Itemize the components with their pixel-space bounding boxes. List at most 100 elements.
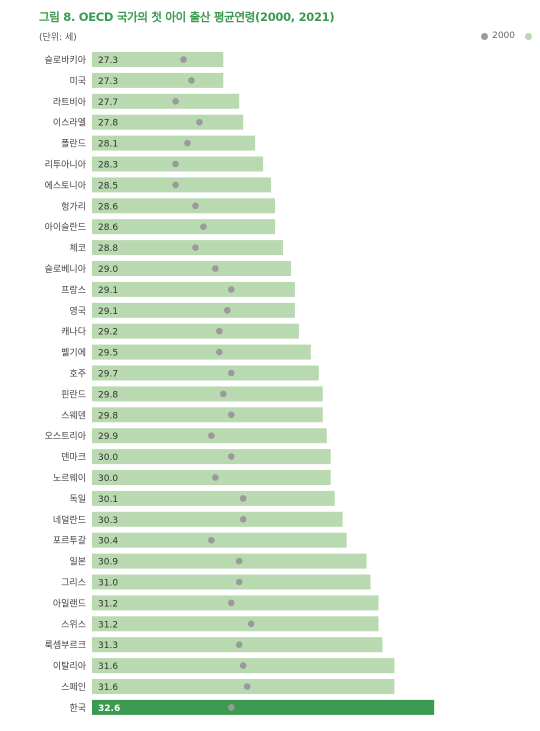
bar-2 [92,93,240,109]
category-label-23: 포르투갈 [53,536,86,547]
value-label-5: 28.3 [98,161,118,171]
dot-2000-9 [192,244,199,251]
bar-24 [92,553,367,569]
legend: 2000 [481,31,536,41]
category-label-27: 스위스 [61,619,86,630]
category-label-18: 오스트리아 [45,431,87,442]
value-label-1: 27.3 [98,77,118,87]
value-label-29: 31.6 [98,662,118,672]
dot-2000-31 [227,704,235,711]
bar-0 [92,52,224,67]
value-label-18: 29.9 [98,432,118,442]
bar-20 [92,470,331,485]
dot-2000-14 [216,348,223,356]
value-label-31: 32.6 [98,704,120,714]
category-label-8: 아이슬란드 [45,221,86,233]
bar-15 [92,365,319,381]
dot-2000-17 [227,411,235,419]
dot-2000-0 [180,56,187,63]
category-label-4: 폴란드 [61,138,86,150]
value-label-22: 30.3 [98,516,118,526]
category-label-9: 체코 [69,243,86,254]
bar-19 [92,449,331,465]
category-label-13: 캐나다 [61,327,87,338]
bar-3 [92,114,244,130]
dot-2000-22 [239,516,247,523]
dot-2000-27 [247,620,255,628]
dot-2000-28 [235,641,243,648]
dot-2000-16 [220,390,227,398]
dot-2000-24 [235,557,243,565]
category-label-7: 헝가리 [61,201,86,212]
value-label-0: 27.3 [98,56,118,66]
bar-12 [92,302,295,318]
category-label-21: 독일 [69,494,86,505]
dot-2000-25 [235,578,243,586]
value-label-3: 27.8 [98,119,118,129]
category-label-6: 에스토니아 [45,180,87,191]
category-label-26: 아일랜드 [53,598,86,609]
dot-2000-3 [196,118,203,126]
value-label-2: 27.7 [98,98,118,108]
dot-2000-10 [212,265,219,272]
dot-2000-2 [172,98,179,105]
unit-label: (단위: 세) [39,33,77,43]
dot-2000-4 [184,139,191,147]
dot-2000-26 [227,599,235,607]
dot-2000-18 [208,432,215,440]
dot-2000-29 [239,662,247,669]
bar-8 [92,219,276,235]
value-label-30: 31.6 [98,683,118,693]
value-label-20: 30.0 [98,474,118,484]
bar-31 [92,699,435,715]
bar-17 [92,407,323,423]
category-label-31: 한국 [69,703,86,714]
category-label-15: 호주 [69,369,86,380]
value-label-17: 29.8 [98,411,118,421]
value-label-19: 30.0 [98,453,118,463]
value-label-13: 29.2 [98,328,118,338]
bar-4 [92,135,256,151]
bar-13 [92,323,299,339]
category-label-29: 이탈리아 [53,661,87,672]
category-label-28: 룩셈부르크 [45,640,86,651]
bar-27 [92,616,379,632]
legend-dot-bar [525,32,532,40]
bar-25 [92,574,371,590]
legend-label-2000: 2000 [492,31,515,41]
bar-23 [92,532,347,548]
value-label-26: 31.2 [98,599,118,609]
dot-2000-21 [239,495,247,502]
bar-7 [92,198,276,214]
category-label-3: 이스라엘 [53,118,86,129]
bar-1 [92,72,224,88]
dot-2000-20 [212,474,219,481]
value-label-16: 29.8 [98,390,118,400]
dot-2000-12 [223,307,231,314]
bar-26 [92,595,379,611]
value-label-14: 29.5 [98,349,118,359]
value-label-9: 28.8 [98,244,118,254]
dot-2000-1 [188,77,195,84]
bar-22 [92,511,343,527]
category-label-2: 라트비아 [53,97,87,108]
category-label-30: 스페인 [61,682,86,693]
dot-2000-13 [216,327,223,335]
value-label-4: 28.1 [98,140,118,150]
category-label-0: 슬로바키아 [45,55,87,66]
value-label-21: 30.1 [98,495,118,505]
value-label-27: 31.2 [98,620,118,630]
value-label-7: 28.6 [98,202,118,212]
value-label-28: 31.3 [98,641,118,651]
bar-16 [92,386,323,402]
category-label-22: 네덜란드 [53,514,86,526]
dot-2000-11 [227,286,235,293]
bar-11 [92,281,295,297]
category-label-24: 일본 [69,557,86,568]
dot-2000-6 [172,181,179,189]
bar-21 [92,490,335,506]
dot-2000-8 [200,223,207,230]
category-label-20: 노르웨이 [53,472,86,484]
value-label-12: 29.1 [98,307,118,317]
